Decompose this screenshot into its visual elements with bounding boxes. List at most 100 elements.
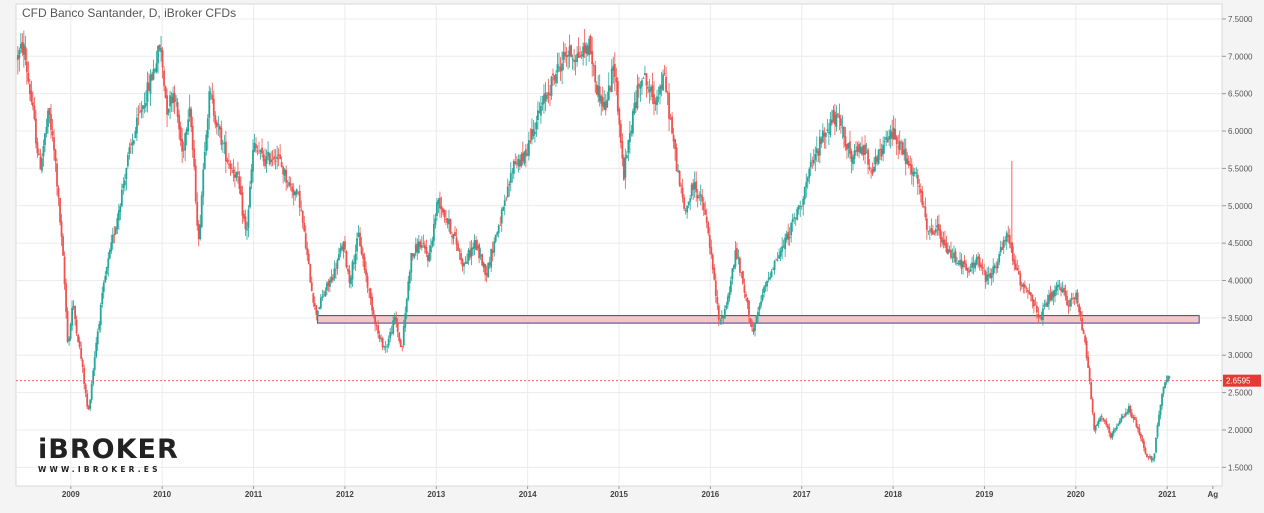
candle-body: [841, 127, 844, 129]
candle-body: [885, 136, 888, 140]
candle-body: [558, 66, 560, 68]
candle-body: [544, 92, 547, 102]
candle-body: [604, 101, 607, 111]
candle-body: [197, 224, 200, 240]
ibroker-logo: iBROKER WWW.IBROKER.ES: [38, 436, 179, 475]
candle-body: [990, 273, 993, 279]
candle-body: [1070, 298, 1073, 300]
x-axis[interactable]: 2009 2010 2011 2012 2013 2014 2015 2016 2017 2018…: [62, 486, 1218, 499]
candle-body: [1084, 335, 1087, 343]
candle-body: [571, 58, 574, 60]
candle-body: [234, 174, 236, 178]
candle-body: [292, 189, 295, 196]
candle-body: [226, 159, 229, 162]
candle-body: [945, 243, 948, 253]
candle-body: [782, 246, 785, 248]
candle-body: [669, 118, 672, 120]
candle-body: [191, 125, 194, 150]
candle-body: [493, 241, 496, 253]
y-tick-label: 1.5000: [1228, 463, 1253, 472]
candle-body: [395, 317, 398, 324]
price-line-layer: 2.6595: [16, 374, 1261, 387]
grid-lines: [16, 4, 1222, 486]
candle-body: [761, 294, 764, 301]
candle-body: [927, 231, 930, 233]
candle-body: [416, 243, 419, 253]
candle-body: [1060, 287, 1062, 292]
candle-body: [654, 100, 657, 105]
candle-body: [668, 92, 670, 119]
candle-body: [44, 133, 46, 146]
candle-body: [117, 210, 120, 221]
candle-body: [1045, 303, 1047, 305]
candle-body: [478, 244, 481, 259]
candle-body: [448, 219, 450, 225]
candle-body: [72, 306, 75, 308]
candle-body: [139, 111, 141, 113]
candle-body: [1149, 456, 1151, 458]
candle-body: [374, 315, 377, 325]
y-tick-label: 5.5000: [1228, 164, 1253, 173]
candle-body: [954, 251, 957, 263]
candle-body: [742, 271, 744, 284]
candle-body: [699, 194, 702, 197]
candle-body: [1143, 440, 1145, 448]
candle-body: [279, 154, 282, 160]
candle-body: [122, 184, 125, 188]
candle-body: [243, 213, 245, 219]
candle-body: [1105, 420, 1108, 425]
candle-body: [247, 209, 250, 228]
candle-body: [549, 93, 551, 95]
candle-body: [331, 277, 334, 281]
candle-body: [915, 172, 918, 174]
candle-body: [316, 310, 319, 317]
candle-body: [1090, 382, 1093, 400]
candle-body: [814, 153, 817, 160]
candle-body: [576, 53, 579, 62]
candle-body: [145, 102, 147, 107]
candle-body: [609, 87, 612, 91]
candle-body: [1042, 308, 1044, 320]
candle-body: [258, 152, 260, 154]
candle-body: [60, 221, 63, 237]
candle-body: [1106, 424, 1109, 429]
candle-body: [466, 261, 468, 264]
candle-body: [918, 185, 921, 187]
y-axis[interactable]: 7.5000 7.0000 6.5000 6.0000 5.5000 5.0000 4.50…: [1222, 15, 1253, 472]
candle-body: [651, 85, 654, 98]
candle-body: [570, 44, 572, 58]
candle-body: [371, 297, 373, 311]
candle-body: [897, 146, 900, 148]
candle-body: [1040, 316, 1043, 320]
candle-body: [66, 311, 69, 342]
candle-body: [133, 140, 135, 144]
candle-body: [659, 86, 661, 95]
candle-body: [18, 50, 21, 59]
candle-body: [1064, 290, 1067, 297]
candle-body: [362, 253, 364, 259]
candle-body: [500, 209, 503, 224]
candle-body: [368, 289, 370, 291]
candle-body: [748, 300, 750, 317]
candle-body: [1029, 292, 1032, 296]
candle-body: [1078, 304, 1081, 313]
candle-body: [830, 120, 833, 124]
candle-body: [520, 154, 523, 166]
candle-body: [380, 338, 383, 340]
candle-body: [230, 168, 233, 170]
candle-body: [490, 248, 493, 268]
candle-body: [190, 109, 193, 128]
candle-body: [642, 78, 645, 79]
candle-body: [1020, 284, 1023, 287]
candle-body: [27, 72, 30, 82]
candle-body: [818, 136, 821, 156]
candle-body: [592, 64, 595, 66]
last-price-badge: [1223, 374, 1261, 387]
candle-body: [565, 55, 568, 58]
candle-body: [613, 64, 616, 77]
candle-body: [151, 73, 153, 81]
candle-body: [989, 272, 992, 278]
x-tick-label: Ag: [1208, 490, 1219, 499]
